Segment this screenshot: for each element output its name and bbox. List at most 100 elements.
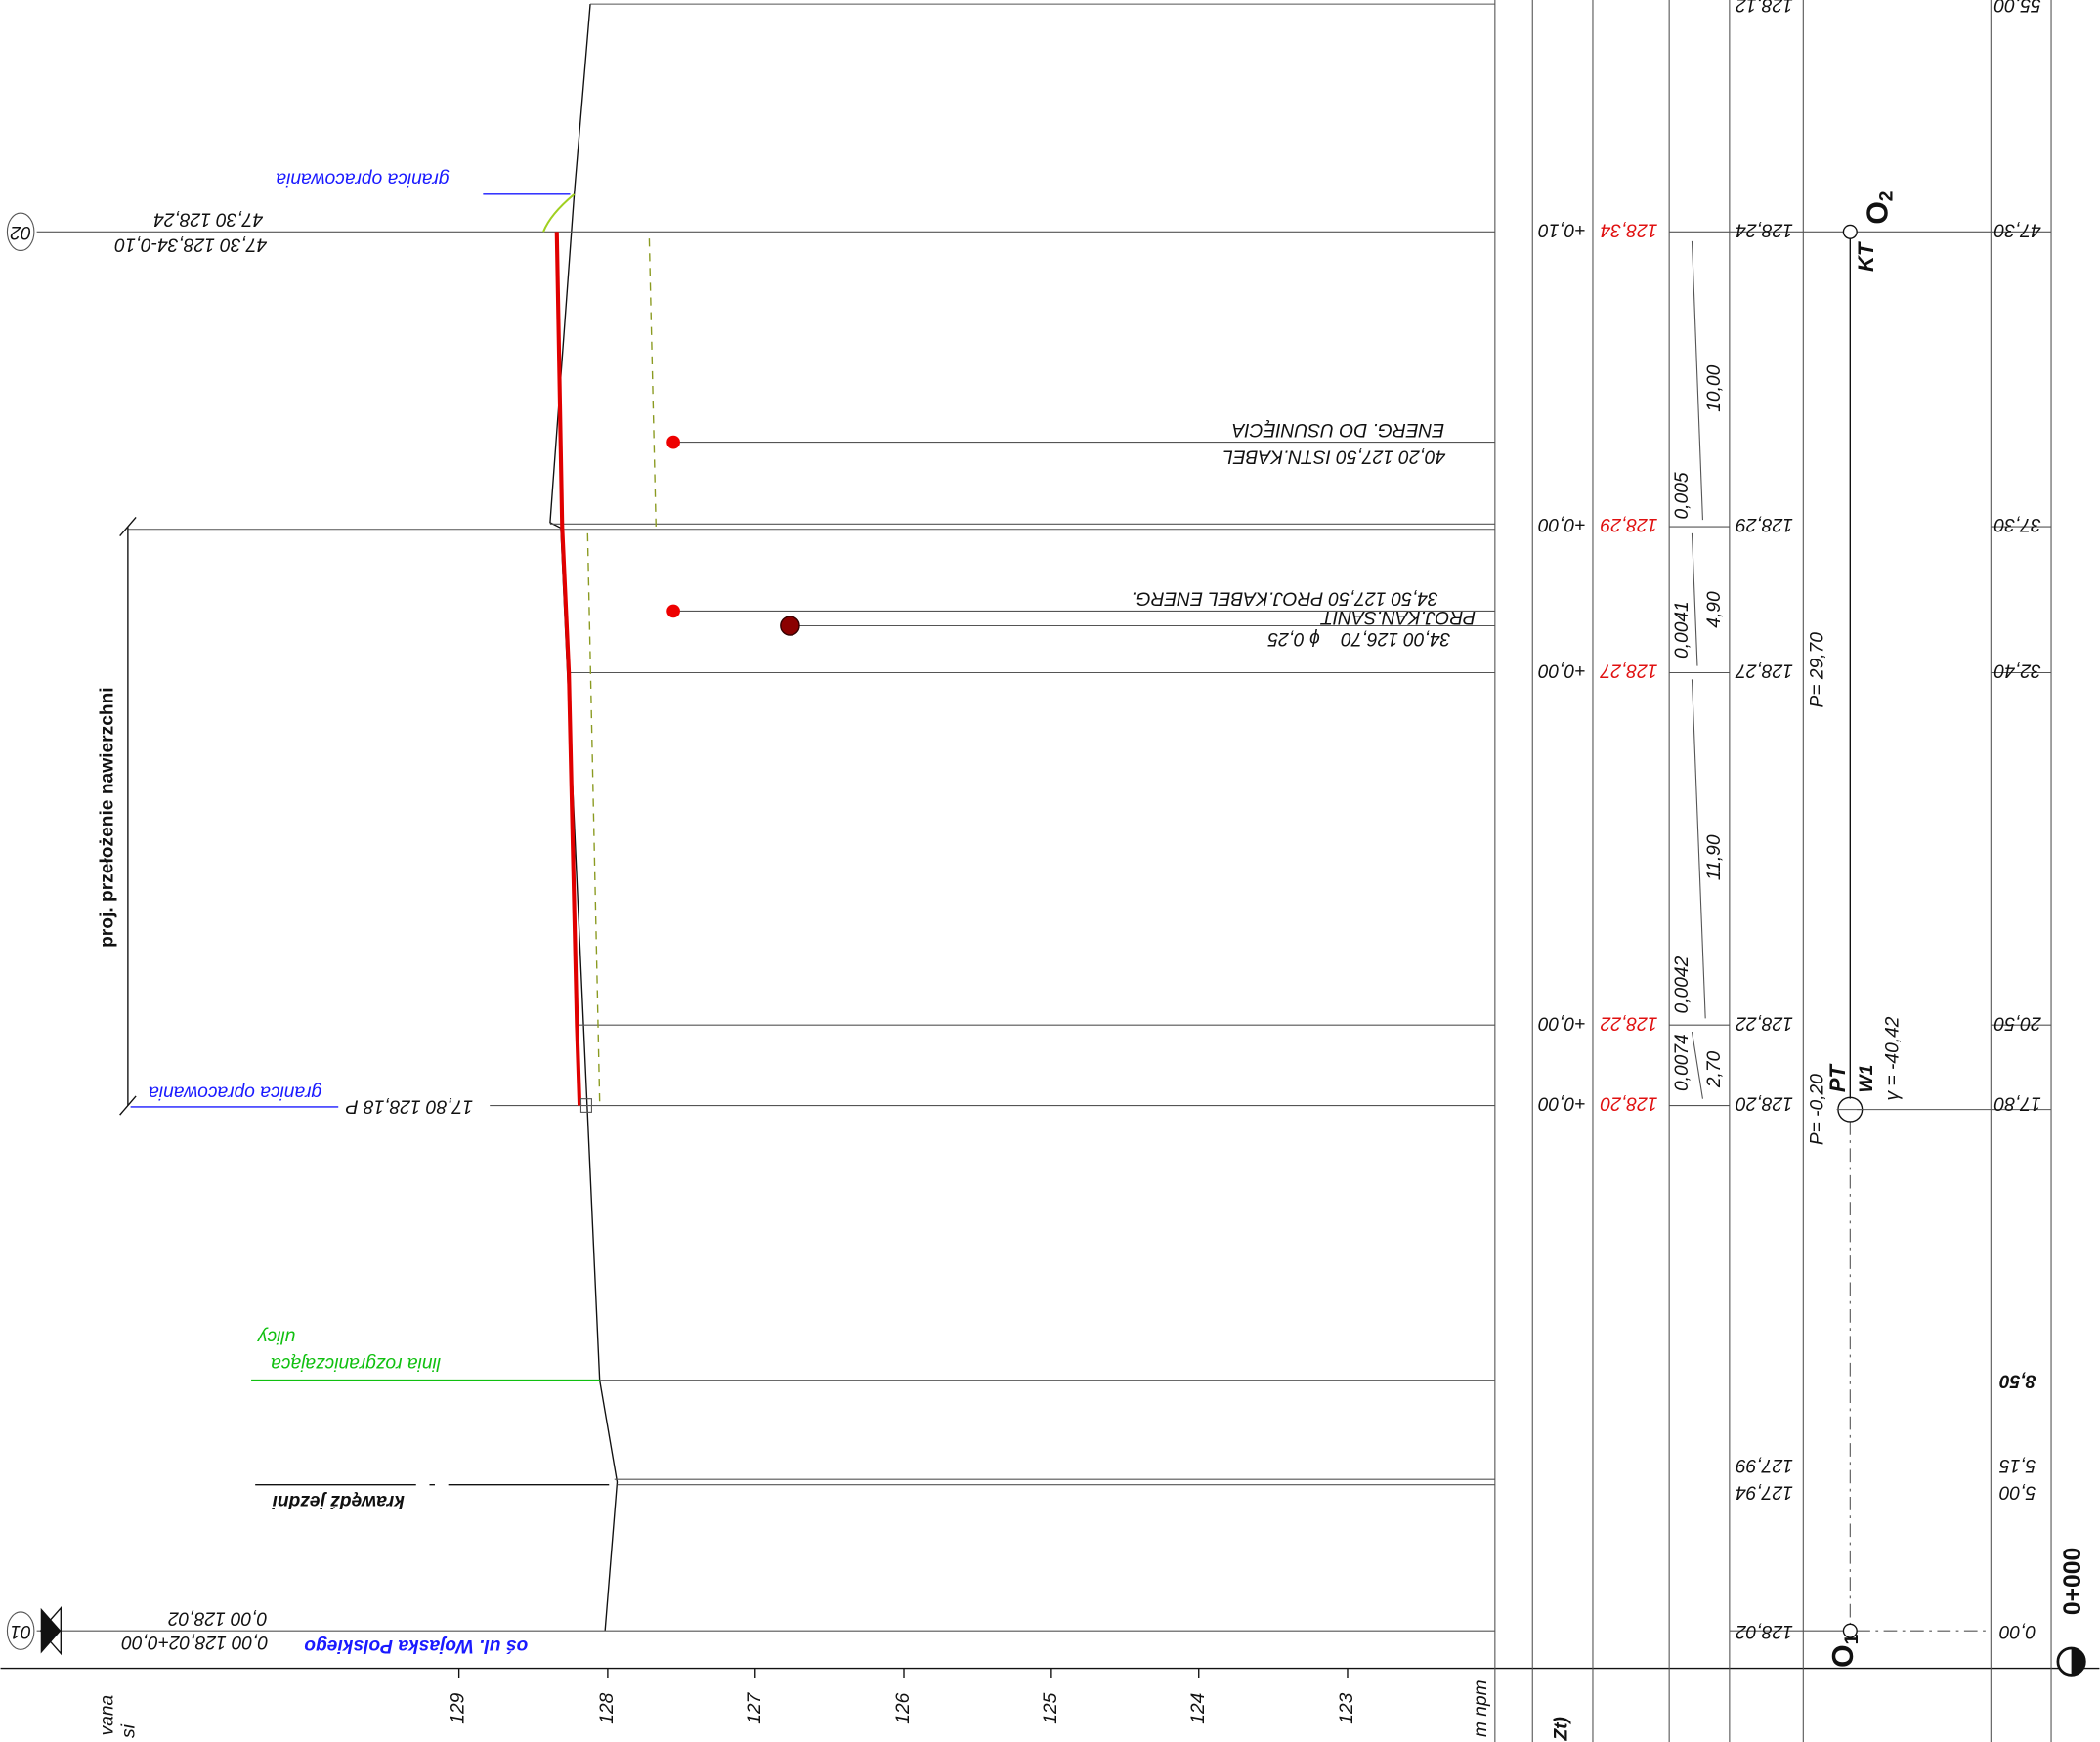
cable-proj [666, 604, 680, 618]
point-marker [579, 1098, 592, 1113]
terrain-elevation: 128,24 [1736, 219, 1793, 239]
annotation: krawędź jezdni [272, 1491, 405, 1511]
utility-label: 34,50 127,50 PROJ.KABEL ENERG. [1131, 588, 1437, 609]
geometry-label: P= 29,70 [1807, 632, 1827, 708]
column-lines [1494, 0, 2052, 1742]
station-label: 37,30 [1993, 514, 2040, 534]
terrain-elevation: 128,29 [1736, 514, 1793, 534]
node [1842, 1623, 1858, 1638]
node [1842, 224, 1858, 239]
point-label: 0,00 128,02 [168, 1607, 268, 1628]
node-name: O [1862, 201, 1894, 224]
point-label: 47,30 128,24 [153, 208, 263, 229]
node-sub: 2 [1877, 191, 1898, 202]
scale-label: 126 [893, 1692, 914, 1723]
annotation: granica opracowania [149, 1083, 321, 1103]
design-elevation: 128,27 [1599, 660, 1657, 681]
offset-value: +0,10 [1538, 219, 1586, 239]
annotation: proj. przełożenie nawierzchni [97, 687, 117, 948]
scale-label: 129 [449, 1692, 469, 1723]
annotation: ulicy [257, 1326, 296, 1346]
point-id: 02 [10, 222, 31, 242]
dimension-tick [119, 1095, 137, 1116]
terrain-elevation: 127,94 [1736, 1481, 1793, 1502]
chainage-symbol [2071, 1647, 2085, 1676]
design-elevation: 128,29 [1600, 514, 1657, 534]
point-circle [6, 212, 35, 252]
utility-label: 34,00 126,70 [1341, 628, 1450, 649]
design-elevation: 128,22 [1600, 1012, 1657, 1033]
offset-line [648, 238, 657, 528]
terrain-elevation: 127,99 [1736, 1455, 1793, 1475]
point-id: 01 [10, 1621, 30, 1641]
station-label: 17,80 [1993, 1093, 2040, 1114]
dimension-tick [119, 516, 137, 537]
offset-value: +0,00 [1538, 1012, 1586, 1033]
terrain-elevation: 128,20 [1736, 1093, 1793, 1114]
sewer [780, 616, 800, 636]
axis-symbol [39, 1606, 62, 1656]
boundary-curve [542, 193, 576, 233]
cable-existing [666, 435, 680, 449]
annotation: 17,80 128,18 P [346, 1095, 473, 1116]
point-circle [6, 1611, 35, 1650]
station-label: 55,00 [1993, 0, 2040, 15]
terrain-outline [549, 4, 619, 1632]
point-label: 47,30 128,34-0,10 [114, 234, 267, 255]
geometry-label: W1 [1857, 1065, 1877, 1093]
annotation: linia rozgraniczająca [271, 1353, 441, 1374]
design-elevation: 128,20 [1600, 1093, 1657, 1114]
station-label: 0,00 [1999, 1621, 2036, 1641]
station-lines [36, 231, 2052, 1632]
slope-value: 0,0041 [1672, 601, 1693, 659]
cut-label: Zt) [1552, 1717, 1572, 1742]
offset-value: +0,00 [1538, 660, 1586, 681]
station-label: 47,30 [1993, 219, 2040, 239]
station-label: 5,15 [1999, 1455, 2036, 1475]
scale-label: 125 [1041, 1692, 1061, 1723]
scale-label: 124 [1188, 1693, 1209, 1724]
geometry-label: γ = -40,42 [1882, 1016, 1903, 1100]
design-elevation: 128,34 [1601, 219, 1658, 239]
node-name: O1 [1827, 1634, 1863, 1667]
station-label: 32,40 [1993, 660, 2040, 681]
slope-value: 0,005 [1672, 472, 1693, 519]
cut-label: vana [97, 1694, 117, 1735]
slope-lines [1691, 240, 1706, 1099]
slope-length: 2,70 [1704, 1050, 1725, 1088]
cut-label: si [118, 1723, 139, 1738]
slope-length: 4,90 [1704, 591, 1725, 628]
slope-value: 0,0042 [1672, 956, 1693, 1013]
terrain-elevation: 128,02 [1736, 1621, 1793, 1641]
slope-length: 11,90 [1704, 834, 1725, 880]
terrain-elevation: 128,22 [1736, 1012, 1793, 1033]
node-name: O [1827, 1644, 1860, 1667]
scale-label: 123 [1337, 1692, 1357, 1723]
utility-label: ϕ 0,25 [1267, 628, 1320, 649]
node-name: O2 [1862, 191, 1897, 225]
offset-line [586, 532, 601, 1102]
terrain-elevation: 128,12 [1736, 0, 1793, 15]
scale-unit: m npm [1471, 1679, 1491, 1737]
annotation: oś ul. Wojaska Polskiego [304, 1636, 528, 1656]
annotation: granica opracowania [276, 168, 449, 189]
terrain-elevation: 128,27 [1735, 660, 1793, 681]
offset-value: +0,00 [1538, 1093, 1586, 1114]
station-label: 5,00 [1999, 1481, 2036, 1502]
node-sub: 1 [1842, 1634, 1863, 1644]
station-label: 20,50 [1993, 1012, 2041, 1033]
slope-length: 10,00 [1704, 364, 1725, 411]
station-label: 8,50 [1999, 1371, 2036, 1391]
utility-label: PROJ.KAN.SANIT [1320, 607, 1476, 627]
offset-value: +0,00 [1538, 514, 1586, 534]
node-type: KT [1854, 241, 1878, 272]
scale-label: 127 [745, 1691, 765, 1723]
geometry-label: P= -0,20 [1807, 1074, 1827, 1145]
geometry-label: PT [1825, 1063, 1850, 1092]
chainage: 0+000 [2060, 1548, 2086, 1615]
utility-label: ENERG. DO USUNIĘCIA [1232, 419, 1445, 440]
design-grade [554, 232, 582, 1106]
point-label: 0,00 128,02+0,00 [121, 1632, 268, 1652]
